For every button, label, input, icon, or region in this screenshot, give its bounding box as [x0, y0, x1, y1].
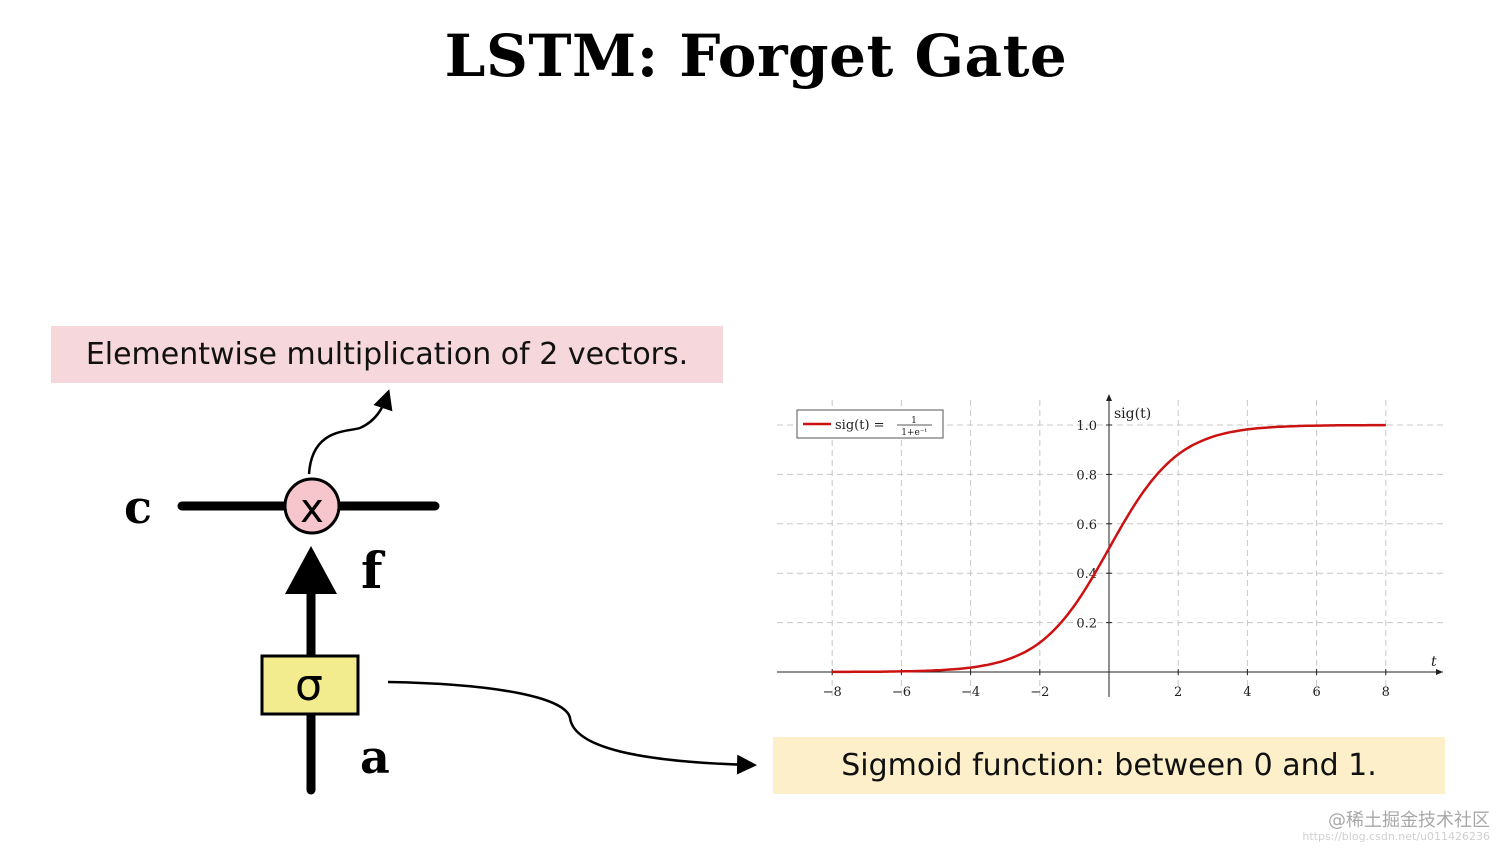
x-tick-label: 6: [1312, 685, 1320, 700]
legend-numerator: 1: [911, 416, 917, 426]
y-axis-arrow: [1106, 394, 1112, 401]
y-tick-label: 0.8: [1076, 468, 1097, 483]
multiply-callout-arrow: [307, 389, 393, 475]
sigma-gate-box: [260, 654, 360, 716]
x-tick-label: −8: [823, 685, 842, 700]
y-tick-label: 0.2: [1076, 617, 1097, 632]
multiply-node: [283, 477, 341, 535]
sigmoid-chart: −8 −6 −4 −2 2 4 6 80.20.40.60.81.0 sig(t) = 1 1…: [777, 394, 1443, 700]
label-f: f: [361, 541, 386, 600]
y-tick-label: 0.6: [1076, 518, 1097, 533]
chart-legend: sig(t) = 1 1+e⁻ᵗ: [796, 409, 944, 439]
x-tick-label: −2: [1030, 685, 1049, 700]
sigma-symbol: σ: [295, 660, 323, 711]
x-tick-label: 4: [1243, 685, 1251, 700]
x-tick-label: −6: [892, 685, 911, 700]
sigmoid-callout-arrow: [387, 680, 757, 775]
legend-lhs: sig(t) =: [835, 418, 885, 433]
sigmoid-callout: Sigmoid function: between 0 and 1.: [773, 737, 1445, 794]
multiply-callout: Elementwise multiplication of 2 vectors.: [51, 326, 723, 383]
x-tick-label: 8: [1382, 685, 1390, 700]
legend-denominator: 1+e⁻ᵗ: [901, 428, 927, 438]
label-c: c: [124, 480, 152, 534]
forget-f-arrow-head: [285, 546, 337, 594]
chart-xlabel: t: [1431, 654, 1437, 670]
multiply-symbol: x: [300, 486, 324, 532]
x-tick-label: −4: [961, 685, 980, 700]
x-axis-arrow: [1436, 669, 1443, 675]
watermark-url: https://blog.csdn.net/u011426236: [1302, 830, 1490, 843]
label-a: a: [360, 730, 390, 784]
y-tick-label: 1.0: [1076, 419, 1097, 434]
slide-title: LSTM: Forget Gate: [444, 22, 1068, 90]
sigmoid-curve: [832, 423, 1386, 674]
x-tick-label: 2: [1174, 685, 1182, 700]
chart-ylabel: sig(t): [1114, 406, 1151, 422]
watermark-main: @稀土掘金技术社区: [1328, 810, 1490, 831]
